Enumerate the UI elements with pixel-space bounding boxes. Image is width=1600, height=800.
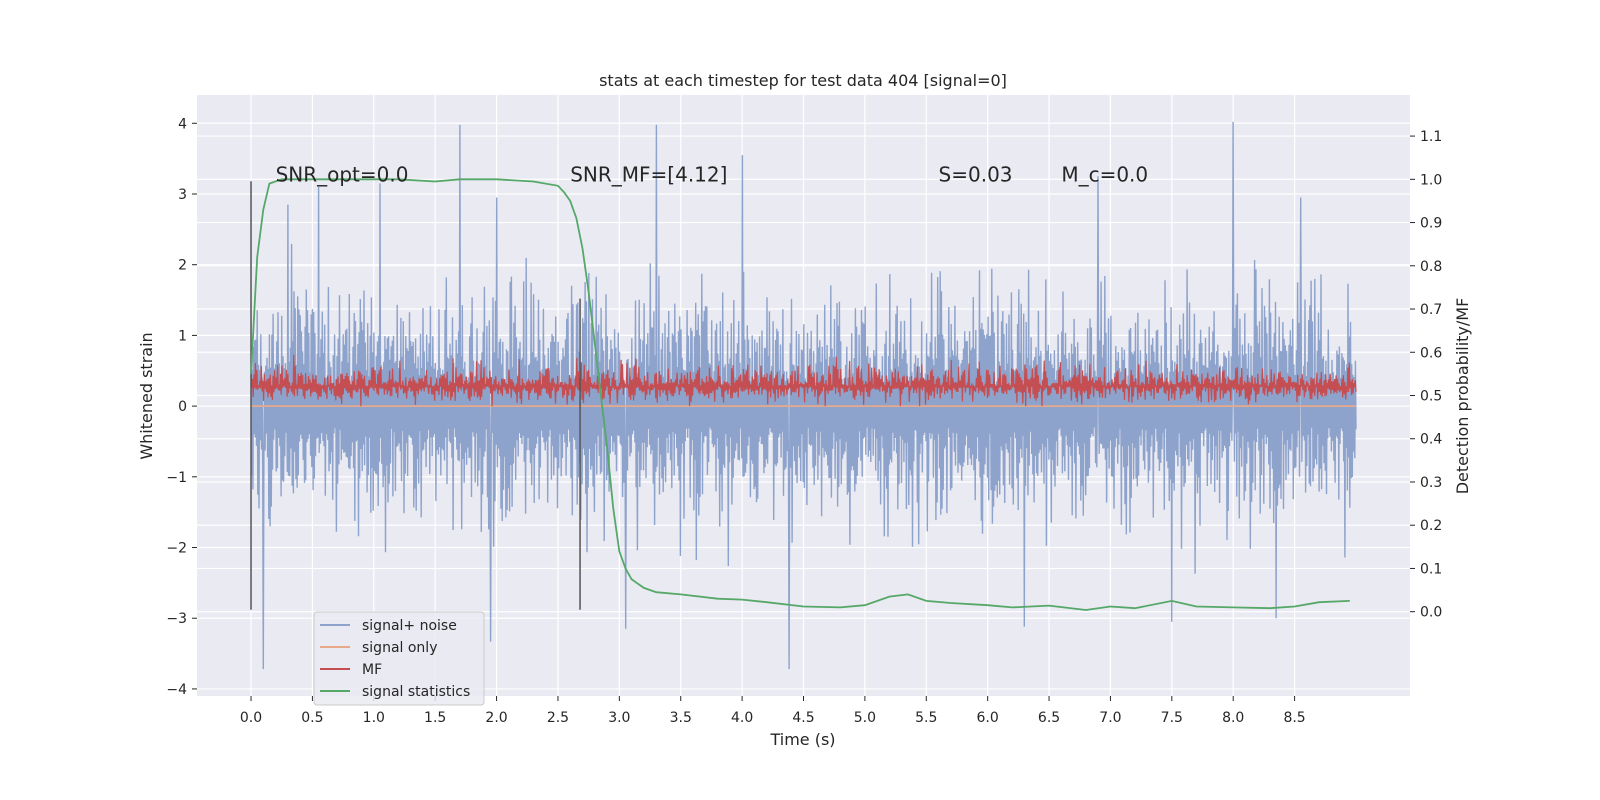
x-tick-label: 0.5 [301, 710, 323, 726]
vertical-markers [250, 181, 581, 610]
x-tick-label: 1.0 [363, 710, 385, 726]
signal-statistics-series [250, 178, 1350, 611]
right-y-tick-label: 0.4 [1420, 432, 1442, 448]
mf-line [250, 354, 1357, 407]
x-tick-label: 5.5 [915, 710, 937, 726]
right-y-axis-ticks: 1.1 1.0 0.9 0.8 0.7 0.6 0.5 0.4 0.3 0.2 0.1 0.0 [1410, 129, 1442, 621]
y-axis-ticks: 4 3 2 1 0 −1 −2 −3 −4 [166, 116, 197, 698]
right-y-tick-label: 0.0 [1420, 605, 1442, 621]
legend-label-mf: MF [362, 662, 382, 678]
x-tick-label: 7.5 [1161, 710, 1183, 726]
right-y-tick-label: 1.1 [1420, 129, 1442, 145]
right-y-tick-label: 0.7 [1420, 302, 1442, 318]
y-tick-label: 3 [178, 187, 187, 203]
y-tick-label: 0 [178, 399, 187, 415]
y-tick-label: −3 [166, 611, 187, 627]
right-y-tick-label: 0.1 [1420, 561, 1442, 577]
annotation-snr-opt: SNR_opt=0.0 [276, 162, 409, 186]
x-axis-ticks: 0.0 0.5 1.0 1.5 2.0 2.5 3.0 3.5 4.0 4.5 5.0 5.5 6.0 6… [240, 696, 1306, 726]
right-y-tick-label: 0.5 [1420, 389, 1442, 405]
legend-label-stat: signal statistics [362, 684, 470, 700]
x-tick-label: 3.5 [670, 710, 692, 726]
y-axis-label: Whitened strain [137, 332, 156, 459]
x-tick-label: 4.5 [792, 710, 814, 726]
y-tick-label: 1 [178, 328, 187, 344]
y-tick-label: 4 [178, 116, 187, 132]
x-tick-label: 5.0 [854, 710, 876, 726]
chart-title: stats at each timestep for test data 404… [599, 71, 1007, 90]
x-tick-label: 1.5 [424, 710, 446, 726]
x-axis-label: Time (s) [769, 730, 835, 749]
legend-label-noise: signal+ noise [362, 618, 457, 634]
x-tick-label: 3.0 [608, 710, 630, 726]
right-y-tick-label: 0.8 [1420, 259, 1442, 275]
signal-noise-series [250, 121, 1357, 670]
x-tick-label: 8.0 [1222, 710, 1244, 726]
signal-statistics-line [250, 178, 1350, 611]
x-tick-label: 4.0 [731, 710, 753, 726]
right-y-tick-label: 0.6 [1420, 345, 1442, 361]
right-y-axis-label: Detection probability/MF [1453, 298, 1472, 495]
x-tick-label: 6.5 [1038, 710, 1060, 726]
annotations: SNR_opt=0.0 SNR_MF=[4.12] S=0.03 M_c=0.0 [276, 162, 1149, 186]
y-tick-label: 2 [178, 258, 187, 274]
x-tick-label: 2.5 [547, 710, 569, 726]
right-y-tick-label: 0.3 [1420, 475, 1442, 491]
legend-box [313, 611, 485, 706]
x-tick-label: 2.0 [485, 710, 507, 726]
right-y-tick-label: 0.9 [1420, 216, 1442, 232]
annotation-snr-mf: SNR_MF=[4.12] [570, 162, 727, 186]
x-tick-label: 0.0 [240, 710, 262, 726]
x-tick-label: 6.0 [977, 710, 999, 726]
y-tick-label: −2 [166, 541, 187, 557]
signal-noise-line [250, 121, 1357, 670]
legend: signal+ noise signal only MF signal stat… [313, 611, 485, 706]
x-tick-label: 8.5 [1283, 710, 1305, 726]
right-y-tick-label: 0.2 [1420, 518, 1442, 534]
y-tick-label: −1 [166, 470, 187, 486]
legend-label-signal-only: signal only [362, 640, 437, 656]
y-tick-label: −4 [166, 682, 187, 698]
right-y-tick-label: 1.0 [1420, 172, 1442, 188]
x-tick-label: 7.0 [1099, 710, 1121, 726]
annotation-s: S=0.03 [939, 162, 1013, 186]
mf-series [250, 354, 1357, 407]
annotation-mc: M_c=0.0 [1061, 162, 1148, 186]
